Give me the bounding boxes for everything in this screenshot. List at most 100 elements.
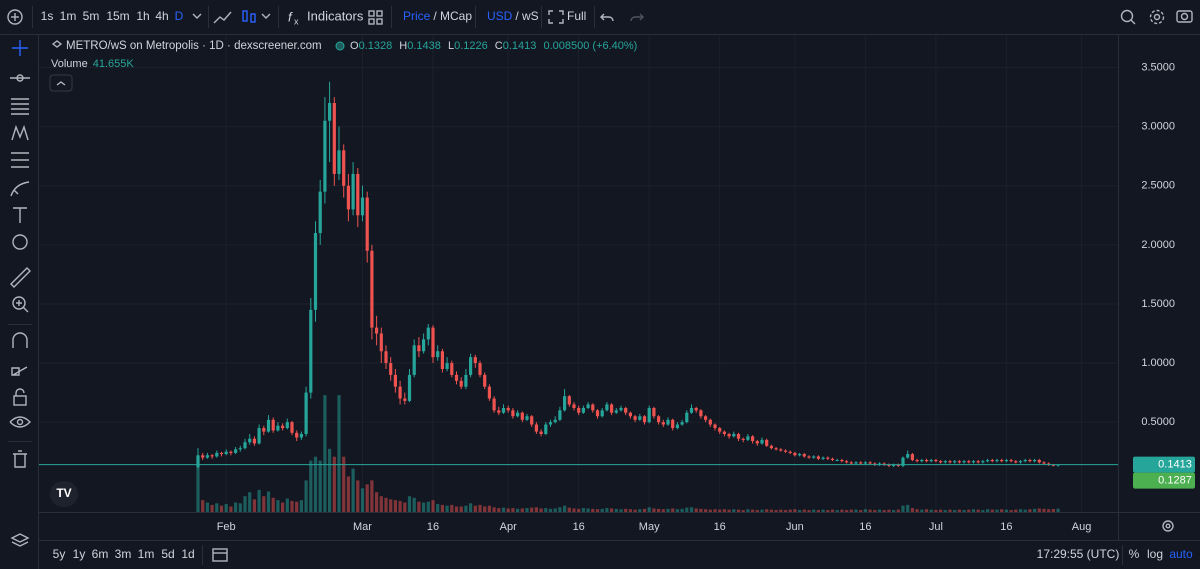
volume-value: 41.655K <box>93 58 135 70</box>
goto-date-icon[interactable] <box>212 548 228 562</box>
interval-button[interactable]: 1m <box>60 9 77 23</box>
crosshair-tool[interactable] <box>12 40 28 56</box>
range-button[interactable]: 1y <box>73 547 86 561</box>
auto-toggle[interactable]: auto <box>1169 547 1193 561</box>
interval-button[interactable]: D <box>175 9 184 23</box>
pattern-tool[interactable] <box>11 124 29 141</box>
search-icon[interactable] <box>1120 9 1134 23</box>
candle-body <box>262 428 266 432</box>
candle-body <box>661 422 665 425</box>
candle-body <box>863 462 867 464</box>
hide-tool[interactable] <box>9 416 31 428</box>
candle-style-icon[interactable] <box>242 10 248 22</box>
volume-bar <box>680 508 684 512</box>
trend-line-tool[interactable] <box>10 74 30 82</box>
range-button[interactable]: 1d <box>181 547 194 561</box>
lock-tool[interactable] <box>13 395 27 406</box>
range-button[interactable]: 5y <box>53 547 66 561</box>
add-symbol-icon[interactable] <box>7 9 23 25</box>
emoji-tool[interactable] <box>12 234 28 250</box>
collapse-legend-button[interactable] <box>49 74 73 92</box>
redo-icon[interactable] <box>630 13 644 22</box>
candle-body <box>666 419 670 425</box>
fib-tool[interactable] <box>11 98 29 115</box>
volume-bar <box>412 497 416 512</box>
candle-body <box>859 462 863 464</box>
volume-bar <box>920 509 924 512</box>
volume-bar <box>779 509 783 512</box>
volume-bar <box>605 508 609 512</box>
volume-bar <box>285 498 289 512</box>
volume-bar <box>469 503 473 512</box>
undo-icon[interactable] <box>600 13 614 22</box>
mcap-option[interactable]: / MCap <box>433 9 472 23</box>
candle-body <box>765 439 769 446</box>
trash-tool[interactable] <box>13 450 27 468</box>
candle-body <box>689 407 694 413</box>
volume-bar <box>675 509 679 512</box>
volume-bar <box>694 508 698 512</box>
axis-settings-icon[interactable] <box>1162 520 1174 532</box>
interval-button[interactable]: 4h <box>155 9 168 23</box>
range-button[interactable]: 5d <box>161 547 174 561</box>
interval-button[interactable]: 1s <box>41 9 54 23</box>
candle-body <box>548 422 553 425</box>
candle-body <box>1056 464 1060 466</box>
volume-bar <box>1009 510 1013 512</box>
usd-option[interactable]: USD <box>487 9 513 23</box>
candle-body <box>530 416 534 425</box>
x-tick-label: 16 <box>714 521 726 533</box>
lock-drawings-tool[interactable] <box>11 366 28 376</box>
interval-button[interactable]: 1h <box>136 9 149 23</box>
price-mcap-toggle[interactable]: Price / MCap <box>403 9 472 23</box>
range-button[interactable]: 3m <box>115 547 132 561</box>
range-button[interactable]: 1m <box>138 547 155 561</box>
magnet-tool[interactable] <box>12 332 28 348</box>
volume-bar <box>1037 508 1041 512</box>
volume-bar <box>379 496 383 512</box>
volume-bar <box>689 507 694 512</box>
price-option[interactable]: Price <box>403 9 431 23</box>
measure-tool[interactable] <box>10 267 31 288</box>
volume-bar <box>295 501 299 512</box>
text-tool[interactable] <box>13 207 27 223</box>
projection-tool[interactable] <box>11 152 29 168</box>
candle-body <box>638 416 642 420</box>
chart-type-menu-icon[interactable] <box>261 13 271 19</box>
top-toolbar: f x Indicators Price / MCap USD / wS Full <box>0 6 1200 35</box>
candle-body <box>774 448 778 450</box>
volume-bar <box>1033 508 1037 512</box>
candle-body <box>445 363 449 369</box>
candle-body <box>393 374 397 387</box>
log-toggle[interactable]: log <box>1147 547 1163 561</box>
interval-button[interactable]: 15m <box>106 9 129 23</box>
volume-bar <box>563 505 567 512</box>
object-tree-button[interactable] <box>10 533 30 547</box>
volume-bar <box>506 508 510 512</box>
interval-button[interactable]: 5m <box>83 9 100 23</box>
candle-body <box>337 150 341 174</box>
candle-body <box>487 386 491 399</box>
candle-body <box>718 428 722 432</box>
percent-toggle[interactable]: % <box>1129 547 1140 561</box>
volume-bar <box>849 509 853 512</box>
candle-body <box>483 374 487 387</box>
zoom-tool[interactable] <box>12 296 26 310</box>
quote-option[interactable]: / wS <box>515 9 538 23</box>
candle-body <box>365 197 369 251</box>
high-value: 0.1438 <box>407 40 441 52</box>
indicators-button[interactable]: Indicators <box>307 8 364 23</box>
line-style-icon[interactable] <box>213 11 232 24</box>
full-button[interactable]: Full <box>567 9 586 23</box>
brush-tool[interactable] <box>10 181 30 197</box>
ohlc-legend: O0.1328 H0.1438 L0.1226 C0.1413 0.008500… <box>350 40 637 52</box>
camera-icon[interactable] <box>1176 10 1193 23</box>
interval-menu-icon[interactable] <box>192 13 202 19</box>
currency-toggle[interactable]: USD / wS <box>487 9 539 23</box>
layout-icon[interactable] <box>368 10 375 17</box>
range-button[interactable]: 6m <box>92 547 109 561</box>
volume-bar <box>666 508 670 512</box>
volume-bar <box>520 508 524 512</box>
candle-body <box>205 455 209 458</box>
settings-icon[interactable] <box>1149 9 1165 25</box>
